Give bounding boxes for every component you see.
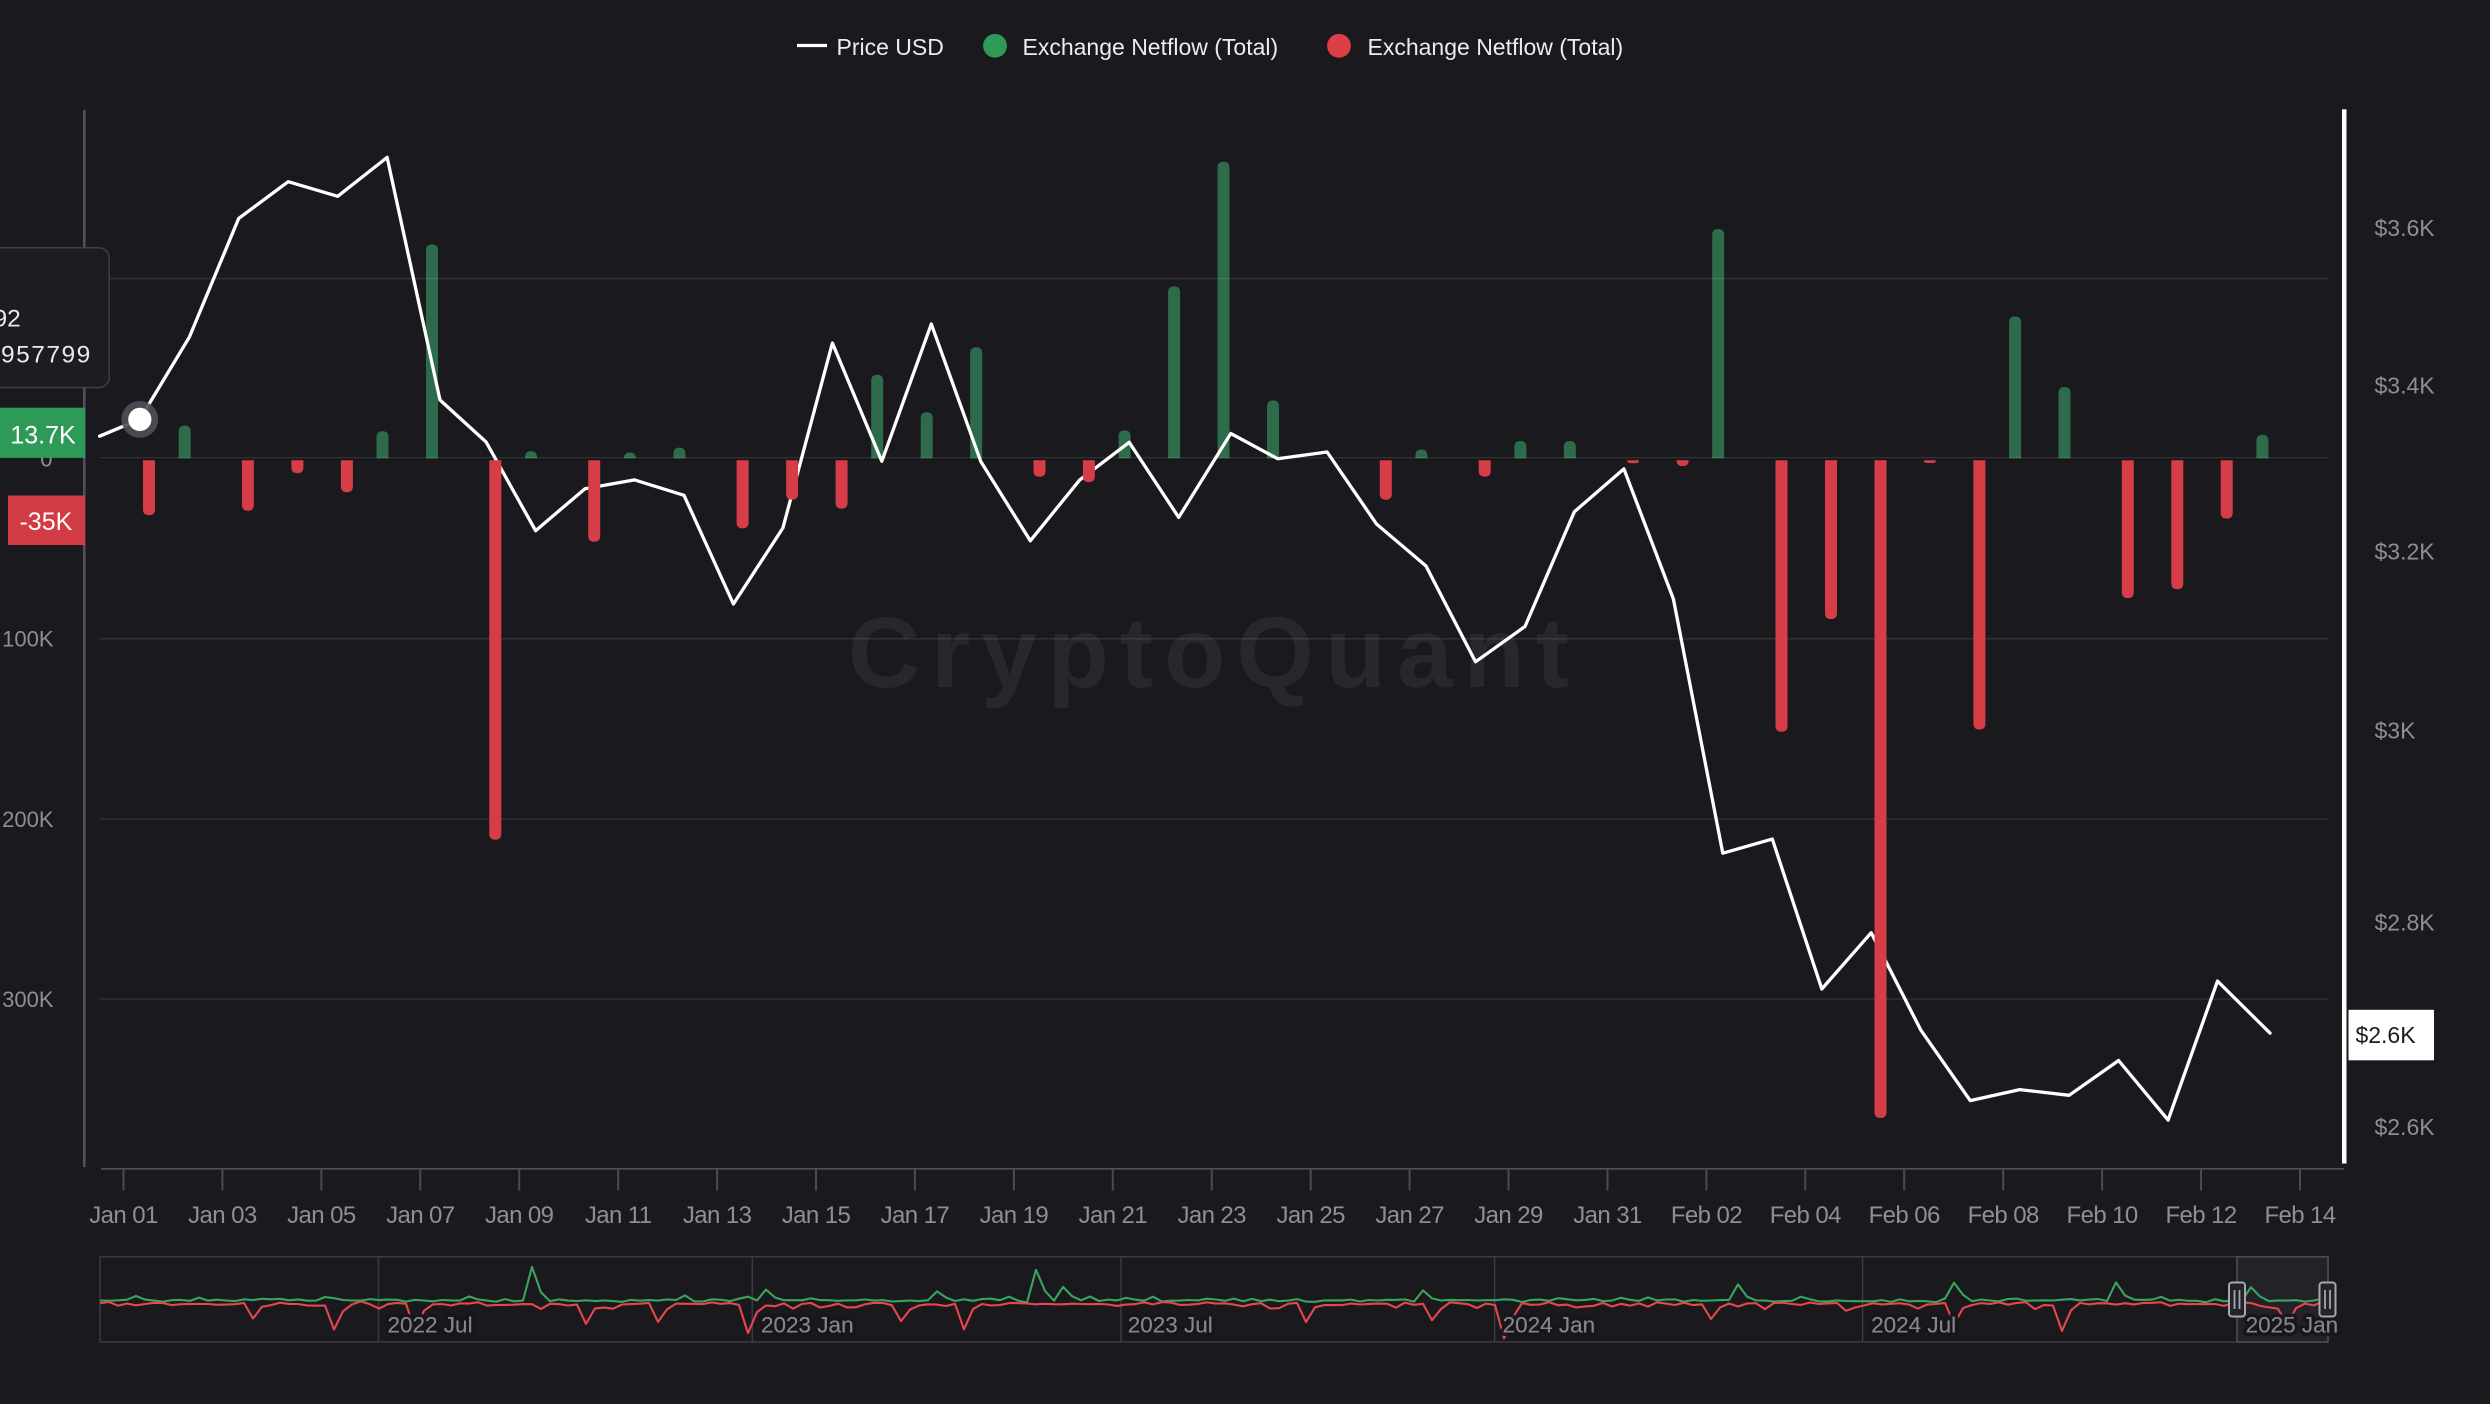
svg-text:Jan 21: Jan 21	[1079, 1202, 1148, 1229]
svg-text:Feb 02: Feb 02	[1671, 1202, 1742, 1229]
svg-text:2023 Jul: 2023 Jul	[1128, 1313, 1213, 1338]
svg-text:13.7K: 13.7K	[10, 422, 76, 450]
svg-text:Jan 31: Jan 31	[1573, 1202, 1642, 1229]
svg-text:2023 Jul: 2023 Jul	[1128, 1313, 1213, 1338]
svg-text:$2.8K: $2.8K	[2375, 910, 2436, 936]
svg-text:Jan 05: Jan 05	[287, 1202, 356, 1229]
svg-text:$3.6K: $3.6K	[2375, 215, 2436, 241]
svg-text:Jan 27: Jan 27	[1375, 1202, 1444, 1229]
svg-text:200K: 200K	[2, 807, 54, 832]
svg-text:957799: 957799	[1, 342, 92, 369]
svg-text:Feb 06: Feb 06	[1869, 1202, 1940, 1229]
svg-text:Price USD: Price USD	[837, 34, 944, 60]
svg-text:$3.2K: $3.2K	[2375, 539, 2436, 565]
svg-text:$2.6K: $2.6K	[2375, 1114, 2436, 1140]
svg-text:92: 92	[0, 306, 21, 333]
svg-text:Jan 25: Jan 25	[1276, 1202, 1345, 1229]
svg-text:Feb 12: Feb 12	[2165, 1202, 2236, 1229]
svg-text:2024 Jul: 2024 Jul	[1871, 1313, 1956, 1338]
svg-text:Jan 07: Jan 07	[386, 1202, 455, 1229]
svg-text:Jan 19: Jan 19	[980, 1202, 1049, 1229]
svg-text:2022 Jul: 2022 Jul	[388, 1313, 473, 1338]
svg-text:Jan 09: Jan 09	[485, 1202, 554, 1229]
svg-text:Exchange Netflow (Total): Exchange Netflow (Total)	[1368, 34, 1624, 60]
svg-text:Exchange Netflow (Total): Exchange Netflow (Total)	[1023, 34, 1279, 60]
svg-text:Feb 10: Feb 10	[2067, 1202, 2138, 1229]
svg-text:Jan 13: Jan 13	[683, 1202, 752, 1229]
svg-text:$3K: $3K	[2375, 718, 2417, 744]
svg-text:Jan 11: Jan 11	[585, 1202, 652, 1229]
svg-text:Jan 29: Jan 29	[1474, 1202, 1543, 1229]
svg-text:-35K: -35K	[19, 508, 72, 536]
svg-text:2022 Jul: 2022 Jul	[388, 1313, 473, 1338]
svg-text:$3.4K: $3.4K	[2375, 373, 2436, 399]
svg-text:Jan 17: Jan 17	[881, 1202, 950, 1229]
svg-text:Jan 03: Jan 03	[188, 1202, 257, 1229]
svg-text:2023 Jan: 2023 Jan	[761, 1313, 854, 1338]
svg-text:CryptoQuant: CryptoQuant	[848, 597, 1580, 709]
svg-text:2024 Jan: 2024 Jan	[1503, 1313, 1596, 1338]
svg-text:Jan 15: Jan 15	[782, 1202, 851, 1229]
svg-text:Jan 01: Jan 01	[89, 1202, 158, 1229]
svg-text:Feb 08: Feb 08	[1968, 1202, 2039, 1229]
svg-text:2023 Jan: 2023 Jan	[761, 1313, 854, 1338]
svg-text:Feb 04: Feb 04	[1770, 1202, 1841, 1229]
svg-text:Jan 23: Jan 23	[1177, 1202, 1246, 1229]
svg-text:Feb 14: Feb 14	[2264, 1202, 2335, 1229]
svg-text:100K: 100K	[2, 627, 54, 652]
svg-text:2024 Jan: 2024 Jan	[1503, 1313, 1596, 1338]
svg-text:$2.6K: $2.6K	[2355, 1022, 2416, 1048]
svg-text:2024 Jul: 2024 Jul	[1871, 1313, 1956, 1338]
svg-text:300K: 300K	[2, 987, 54, 1012]
